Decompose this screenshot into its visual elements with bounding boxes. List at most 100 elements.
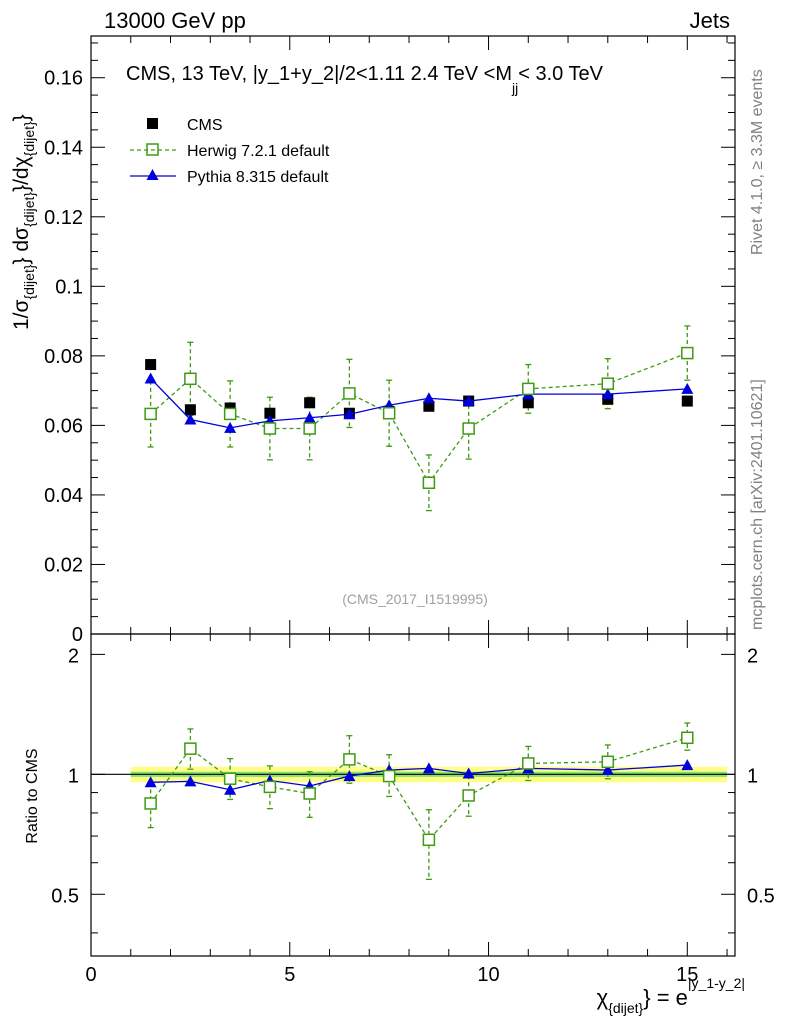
ratio-pythia-point <box>343 770 356 782</box>
cms-point <box>602 393 614 405</box>
ratio-herwig-point <box>462 789 475 802</box>
cms-point <box>184 404 196 416</box>
legend-herwig-marker <box>146 143 159 156</box>
main-ylabel-p0: 1/σ <box>10 299 33 330</box>
ratio-herwig-point <box>382 769 396 783</box>
herwig-point <box>343 387 356 400</box>
ratio-y-tick-label-right: 1 <box>747 765 758 787</box>
ratio-pythia-point <box>422 762 435 774</box>
ratio-herwig-point <box>601 755 615 769</box>
ratio-panel: 0 5 10 15 0.5 0.5 1 1 2 2 <box>51 633 775 986</box>
ratio-ylabel: Ratio to CMS <box>24 748 41 843</box>
main-y-tick-label: 0.12 <box>44 207 83 229</box>
watermark: (CMS_2017_I1519995) <box>342 591 488 607</box>
rivet-label: Rivet 4.1.0, ≥ 3.3M events <box>749 69 766 255</box>
legend-cms-label: CMS <box>187 117 223 134</box>
pythia-line <box>150 378 688 429</box>
main-ylabel-p1: {dijet} <box>21 264 37 299</box>
x-axis-label-sup: |y_1-y_2| <box>688 975 745 991</box>
ratio-pythia-point <box>681 759 694 771</box>
herwig-point <box>522 382 535 396</box>
pythia-point <box>144 372 157 384</box>
main-ylabel-p6: } <box>10 114 33 121</box>
ratio-herwig-point <box>522 757 535 770</box>
herwig-point <box>144 407 157 421</box>
herwig-point <box>382 406 396 420</box>
cms-point <box>423 400 435 412</box>
ratio-frame <box>90 633 736 957</box>
pythia-point <box>422 392 435 404</box>
cms-point <box>681 395 693 407</box>
ratio-herwig-point <box>681 731 694 745</box>
legend-cms-marker <box>147 118 158 129</box>
x-axis-label-chi: χ <box>597 985 609 1010</box>
main-panel: 0 0.02 0.04 0.06 0.08 0.1 0.12 0.14 0.16 <box>44 35 736 646</box>
x-axis-label-rest: } = e <box>643 985 688 1010</box>
ratio-pythia-point <box>462 767 475 779</box>
cms-point <box>304 397 316 409</box>
cms-point <box>264 407 276 419</box>
energy-label: 13000 GeV pp <box>104 8 246 33</box>
main-y-tick-label: 0 <box>72 624 83 646</box>
herwig-point <box>601 377 615 390</box>
ratio-pythia-point <box>224 783 237 795</box>
main-y-tick-label: 0.16 <box>44 68 83 90</box>
ratio-pythia-point <box>184 775 197 787</box>
ratio-pythia-point <box>601 764 614 776</box>
ratio-herwig-point <box>223 772 237 785</box>
plot-title-text: CMS, 13 TeV, |y_1+y_2|/2<1.11 2.4 TeV <M <box>126 63 512 85</box>
x-axis-label-sub: {dijet} <box>608 1000 643 1016</box>
main-y-tick-label: 0.02 <box>44 554 83 576</box>
cms-point <box>145 359 157 371</box>
herwig-point <box>462 422 475 435</box>
legend-pythia-label: Pythia 8.315 default <box>187 169 329 186</box>
herwig-point <box>303 422 316 435</box>
ratio-herwig-point <box>144 797 157 810</box>
pythia-point <box>681 382 694 394</box>
pythia-point <box>184 413 197 425</box>
legend-pythia-marker <box>146 169 159 180</box>
ratio-herwig-point <box>422 833 436 847</box>
pythia-point <box>303 411 316 423</box>
pythia-point <box>601 388 614 400</box>
main-ylabel: 1/σ{dijet}} dσ{dijet}}/dχ{dijet}} <box>10 114 37 330</box>
ratio-y-tick-label: 0.5 <box>51 885 79 907</box>
plot-title: CMS, 13 TeV, |y_1+y_2|/2<1.11 2.4 TeV <M… <box>126 63 604 96</box>
ratio-y-tick-label-right: 0.5 <box>747 885 775 907</box>
main-y-tick-label: 0.1 <box>55 276 83 298</box>
ratio-herwig-point <box>184 742 197 755</box>
herwig-point <box>263 422 277 435</box>
x-axis-label: χ{dijet}} = e|y_1-y_2| <box>597 975 745 1016</box>
pythia-point <box>224 421 237 433</box>
ratio-y-tick-label: 1 <box>68 765 79 787</box>
main-ylabel-p3: {dijet} <box>21 192 37 227</box>
pythia-point <box>462 395 475 407</box>
ratio-y-tick-label-right: 2 <box>747 645 758 667</box>
herwig-point <box>681 346 694 360</box>
herwig-point <box>422 476 436 490</box>
category-label: Jets <box>690 8 730 33</box>
x-tick-label: 10 <box>477 964 499 986</box>
ratio-y-tick-label: 2 <box>68 645 79 667</box>
mcplots-label: mcplots.cern.ch [arXiv:2401.10621] <box>749 379 766 630</box>
x-tick-label: 5 <box>284 964 295 986</box>
ratio-herwig-point <box>343 753 356 766</box>
ratio-pythia-point <box>144 776 157 788</box>
main-y-tick-label: 0.06 <box>44 415 83 437</box>
main-y-tick-label: 0.08 <box>44 346 83 368</box>
legend: CMS Herwig 7.2.1 default Pythia 8.315 de… <box>130 117 330 186</box>
main-ylabel-p2: } dσ <box>10 227 33 265</box>
cms-point <box>522 397 534 409</box>
ratio-herwig-point <box>303 787 316 800</box>
legend-herwig-label: Herwig 7.2.1 default <box>187 143 330 160</box>
herwig-point <box>184 372 197 386</box>
ratio-pythia-line <box>150 764 688 791</box>
main-y-tick-label: 0.14 <box>44 137 83 159</box>
herwig-point <box>223 407 237 421</box>
pythia-point <box>343 408 356 420</box>
x-tick-label: 0 <box>85 964 96 986</box>
main-ylabel-p5: {dijet} <box>21 121 37 156</box>
plot-title-tail: < 3.0 TeV <box>518 63 603 85</box>
plot-title-sub: jj <box>511 80 518 96</box>
